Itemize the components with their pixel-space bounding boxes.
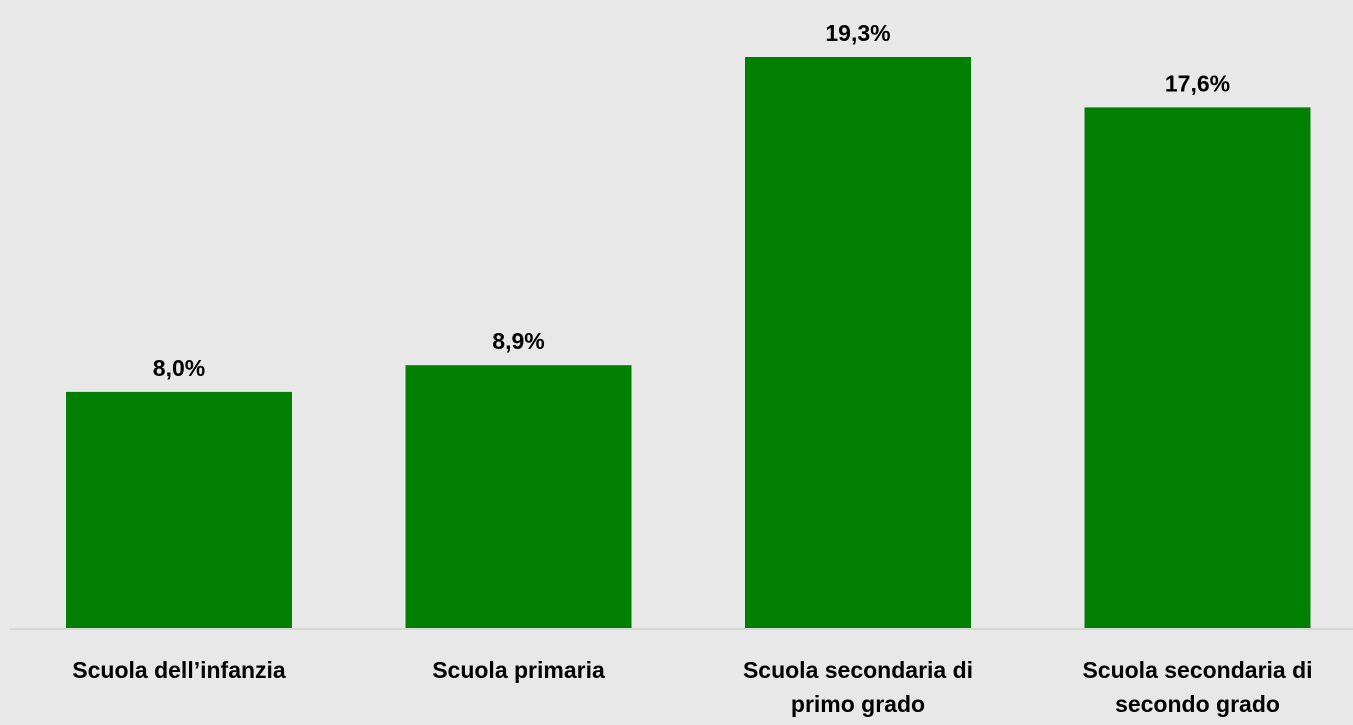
category-label-4: Scuola secondaria di secondo grado [1082,657,1312,717]
value-labels-group: 8,0% 8,9% 19,3% 17,6% [153,20,1230,381]
bar-2 [405,365,632,629]
category-label-line: Scuola secondaria di [1082,657,1312,683]
category-label-line: Scuola dell’infanzia [72,657,286,683]
category-label-2: Scuola primaria [432,657,605,683]
bar-value-label-2: 8,9% [492,328,544,354]
bar-1 [66,391,292,629]
category-label-line: secondo grado [1115,691,1280,717]
bars-group [66,57,1311,629]
bar-3 [745,57,971,629]
bar-4 [1084,107,1311,629]
category-label-line: Scuola secondaria di [743,657,973,683]
bar-value-label-1: 8,0% [153,355,205,381]
category-label-3: Scuola secondaria di primo grado [743,657,973,717]
bar-value-label-4: 17,6% [1165,70,1230,96]
bar-value-label-3: 19,3% [825,20,890,46]
category-label-line: Scuola primaria [432,657,605,683]
category-label-line: primo grado [791,691,925,717]
category-label-1: Scuola dell’infanzia [72,657,286,683]
category-labels-group: Scuola dell’infanzia Scuola primaria Scuol… [72,657,1312,717]
